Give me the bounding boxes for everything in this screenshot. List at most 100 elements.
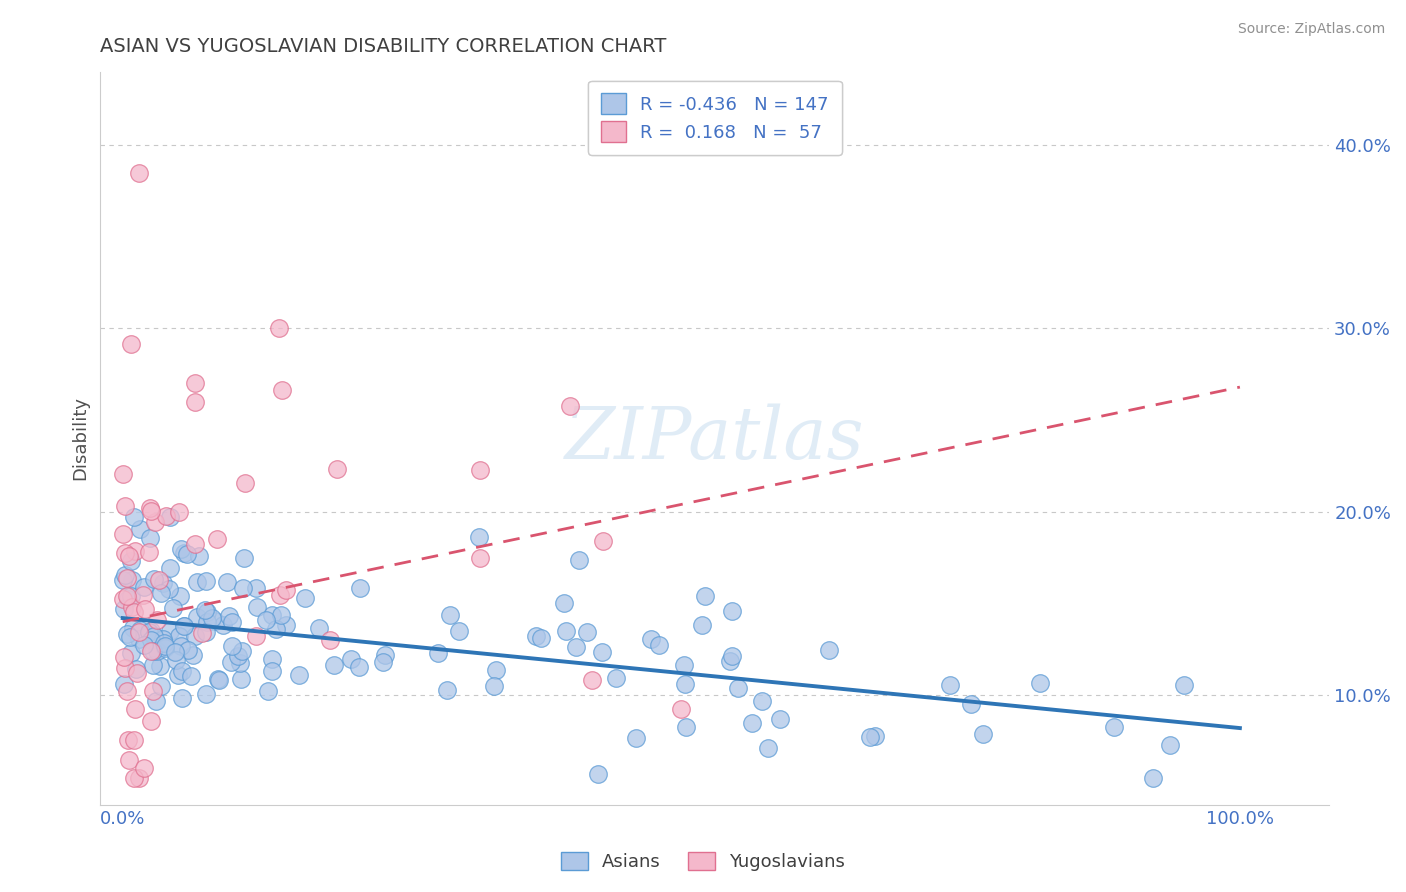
Point [153, 639, 176, 653]
Point [524, 629, 547, 643]
Point [319, 632, 342, 647]
Point [170, 639, 193, 653]
Point [233, 551, 256, 566]
Point [138, 624, 160, 639]
Point [245, 629, 267, 643]
Point [152, 632, 174, 646]
Point [205, 532, 228, 546]
Point [208, 673, 231, 687]
Point [470, 463, 492, 477]
Point [322, 658, 344, 673]
Point [447, 624, 470, 638]
Point [586, 767, 609, 781]
Point [260, 651, 283, 665]
Point [231, 672, 253, 686]
Point [170, 664, 193, 678]
Point [232, 581, 254, 595]
Point [741, 715, 763, 730]
Point [207, 672, 229, 686]
Point [132, 638, 155, 652]
Point [128, 165, 150, 179]
Point [181, 648, 204, 662]
Point [114, 567, 136, 582]
Point [122, 621, 145, 635]
Point [720, 649, 742, 664]
Point [118, 630, 141, 644]
Point [863, 729, 886, 743]
Point [112, 527, 135, 541]
Point [554, 624, 576, 639]
Point [190, 626, 212, 640]
Point [117, 733, 139, 747]
Point [269, 321, 291, 335]
Point [142, 629, 165, 643]
Text: ASIAN VS YUGOSLAVIAN DISABILITY CORRELATION CHART: ASIAN VS YUGOSLAVIAN DISABILITY CORRELAT… [100, 37, 666, 56]
Point [245, 581, 267, 595]
Point [122, 771, 145, 785]
Point [122, 732, 145, 747]
Point [127, 666, 149, 681]
Point [159, 510, 181, 524]
Point [183, 537, 205, 551]
Point [142, 684, 165, 698]
Point [818, 643, 841, 657]
Point [229, 657, 252, 671]
Point [217, 574, 239, 589]
Point [439, 607, 461, 622]
Point [219, 655, 242, 669]
Legend: R = -0.436   N = 147, R =  0.168   N =  57: R = -0.436 N = 147, R = 0.168 N = 57 [588, 81, 842, 155]
Point [152, 636, 174, 650]
Point [269, 588, 291, 602]
Point [173, 619, 195, 633]
Point [112, 676, 135, 690]
Point [264, 622, 287, 636]
Point [626, 731, 648, 745]
Point [274, 618, 297, 632]
Point [271, 384, 294, 398]
Point [1029, 676, 1052, 690]
Legend: Asians, Yugoslavians: Asians, Yugoslavians [554, 845, 852, 879]
Point [157, 582, 180, 596]
Point [167, 505, 190, 519]
Point [1142, 771, 1164, 785]
Point [128, 632, 150, 647]
Point [170, 690, 193, 705]
Point [128, 625, 150, 640]
Point [132, 761, 155, 775]
Point [145, 694, 167, 708]
Point [972, 727, 994, 741]
Point [121, 600, 143, 615]
Point [186, 575, 208, 590]
Point [139, 633, 162, 648]
Point [195, 615, 218, 630]
Point [204, 614, 226, 628]
Point [167, 668, 190, 682]
Point [751, 694, 773, 708]
Point [553, 596, 575, 610]
Point [675, 720, 697, 734]
Point [482, 679, 505, 693]
Point [371, 655, 394, 669]
Point [112, 650, 135, 665]
Point [115, 683, 138, 698]
Point [139, 531, 162, 545]
Point [149, 679, 172, 693]
Point [162, 600, 184, 615]
Point [124, 543, 146, 558]
Point [173, 618, 195, 632]
Point [142, 658, 165, 673]
Point [146, 614, 169, 628]
Point [692, 618, 714, 632]
Point [186, 609, 208, 624]
Point [114, 546, 136, 560]
Point [111, 467, 134, 482]
Point [120, 646, 142, 660]
Point [139, 501, 162, 516]
Point [558, 400, 581, 414]
Point [117, 589, 139, 603]
Point [138, 545, 160, 559]
Point [155, 509, 177, 524]
Point [159, 624, 181, 638]
Point [231, 644, 253, 658]
Point [184, 376, 207, 391]
